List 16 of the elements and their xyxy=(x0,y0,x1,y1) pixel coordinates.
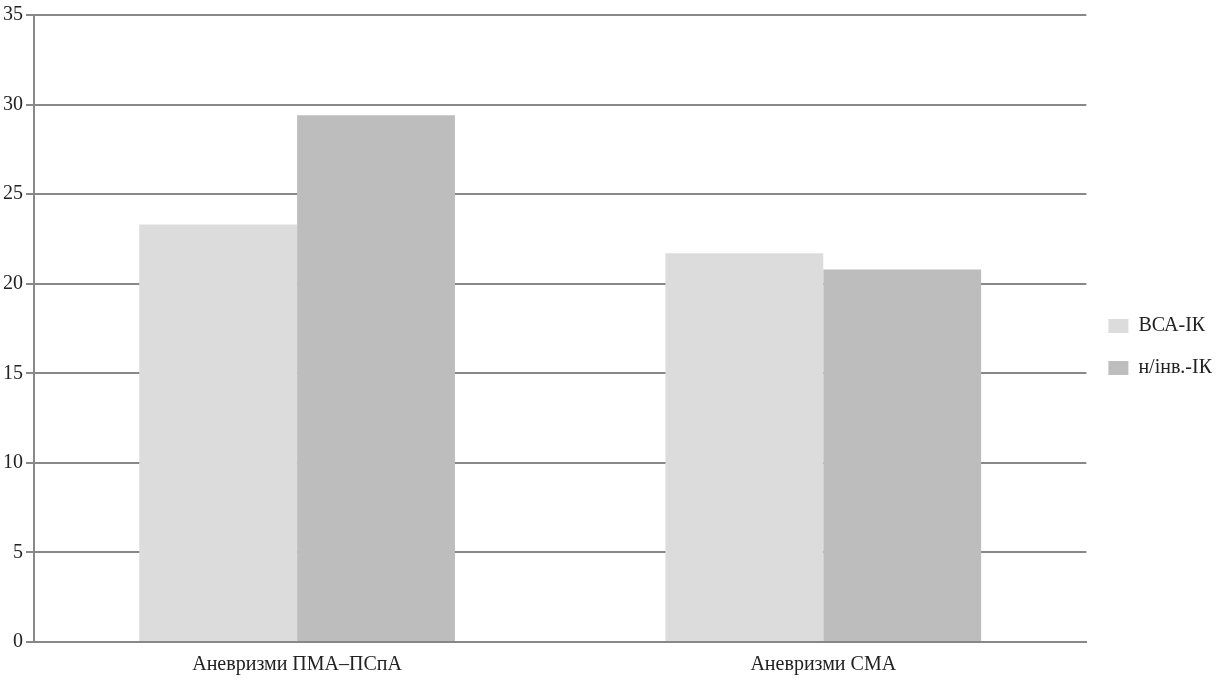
bar xyxy=(823,269,982,641)
y-tick-label: 15 xyxy=(3,360,23,383)
x-tick-label: Аневризми ПМА–ПСпА xyxy=(192,652,403,676)
legend-label: ВСА-ІК xyxy=(1138,313,1206,336)
y-tick-label: 0 xyxy=(13,629,23,652)
legend-label: н/інв.-ІК xyxy=(1138,355,1213,378)
y-tick-label: 10 xyxy=(3,450,23,473)
bar xyxy=(139,224,298,641)
bar xyxy=(665,253,824,641)
y-tick-label: 35 xyxy=(3,2,23,25)
y-tick-label: 5 xyxy=(13,539,23,562)
y-tick-label: 30 xyxy=(3,91,23,114)
bar xyxy=(297,115,455,641)
y-tick-label: 20 xyxy=(3,270,23,293)
y-tick-label: 25 xyxy=(3,181,23,204)
x-tick-label: Аневризми СМА xyxy=(750,652,897,676)
